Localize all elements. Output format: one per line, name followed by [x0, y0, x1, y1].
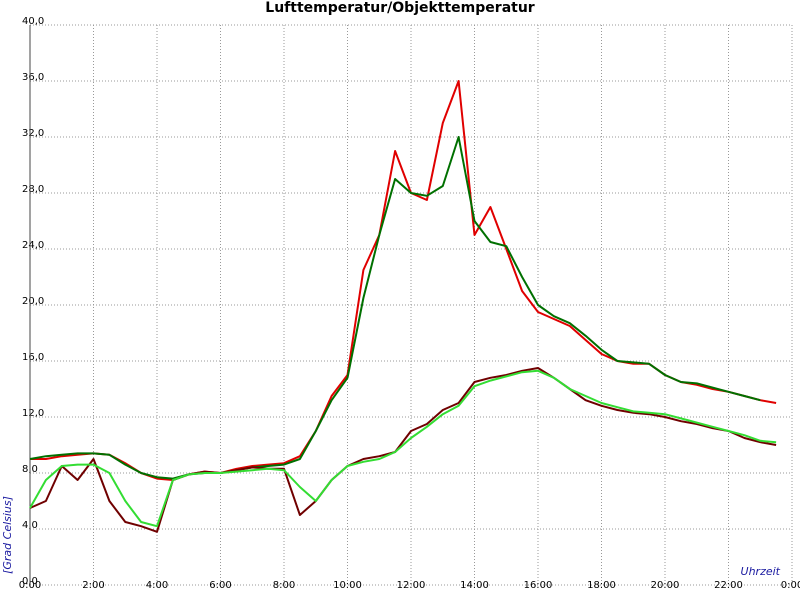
y-tick-label: 20,0 — [22, 296, 44, 307]
y-tick-label: 24,0 — [22, 240, 44, 251]
data-line — [29, 136, 761, 480]
data-line — [29, 367, 777, 533]
x-tick-label: 10:00 — [333, 580, 362, 591]
y-tick-label: 28,0 — [22, 184, 44, 195]
data-line — [29, 369, 777, 528]
x-tick-label: 16:00 — [524, 580, 553, 591]
y-tick-label: 12,0 — [22, 408, 44, 419]
y-axis-label: [Grad Celsius] — [1, 496, 14, 574]
y-tick-label: 36,0 — [22, 72, 44, 83]
y-tick-label: 16,0 — [22, 352, 44, 363]
x-tick-label: 4:00 — [146, 580, 168, 591]
x-tick-label: 14:00 — [460, 580, 489, 591]
x-tick-label: 2:00 — [82, 580, 104, 591]
x-tick-label: 8:00 — [273, 580, 295, 591]
x-tick-label: 0:00 — [19, 580, 41, 591]
x-axis-label: Uhrzeit — [741, 565, 781, 578]
x-tick-label: 0:00 — [781, 580, 800, 591]
x-tick-label: 20:00 — [651, 580, 680, 591]
y-tick-label: 32,0 — [22, 128, 44, 139]
x-tick-label: 18:00 — [587, 580, 616, 591]
x-tick-label: 22:00 — [714, 580, 743, 591]
y-tick-label: 40,0 — [22, 16, 44, 27]
x-tick-label: 12:00 — [397, 580, 426, 591]
chart-title: Lufttemperatur/Objekttemperatur — [265, 0, 535, 16]
x-tick-label: 6:00 — [209, 580, 231, 591]
